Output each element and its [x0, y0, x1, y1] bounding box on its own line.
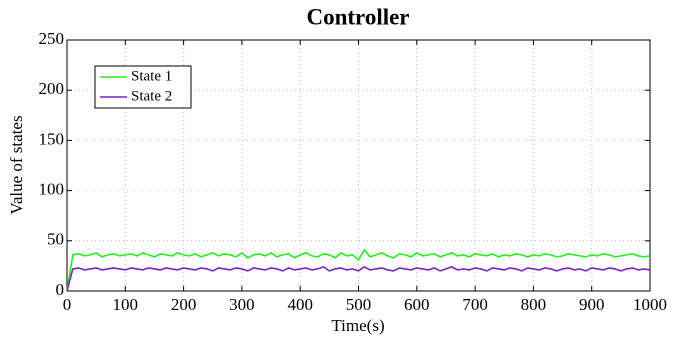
legend-label: State 2	[131, 88, 172, 104]
x-tick-label: 800	[521, 295, 547, 314]
x-tick-label: 300	[229, 295, 255, 314]
x-tick-label: 900	[579, 295, 605, 314]
x-tick-label: 700	[462, 295, 488, 314]
legend-box	[94, 65, 192, 109]
y-tick-label: 150	[39, 129, 65, 148]
x-tick-label: 100	[113, 295, 139, 314]
y-tick-label: 50	[47, 230, 64, 249]
chart-title: Controller	[306, 4, 409, 29]
x-tick-label: 400	[287, 295, 313, 314]
line-series	[66, 248, 651, 292]
line-series	[66, 265, 651, 292]
x-tick-label: 600	[404, 295, 430, 314]
y-tick-label: 0	[56, 280, 65, 299]
x-tick-label: 0	[63, 295, 72, 314]
legend-label: State 1	[131, 68, 172, 84]
x-tick-label: 1000	[633, 295, 667, 314]
y-tick-label: 100	[39, 180, 65, 199]
x-axis-label: Time(s)	[331, 316, 384, 335]
plot-frame	[66, 39, 651, 292]
y-axis-label: Value of states	[7, 115, 26, 214]
y-tick-label: 250	[39, 29, 65, 48]
x-tick-label: 500	[346, 295, 372, 314]
x-tick-label: 200	[171, 295, 197, 314]
y-tick-label: 200	[39, 79, 65, 98]
